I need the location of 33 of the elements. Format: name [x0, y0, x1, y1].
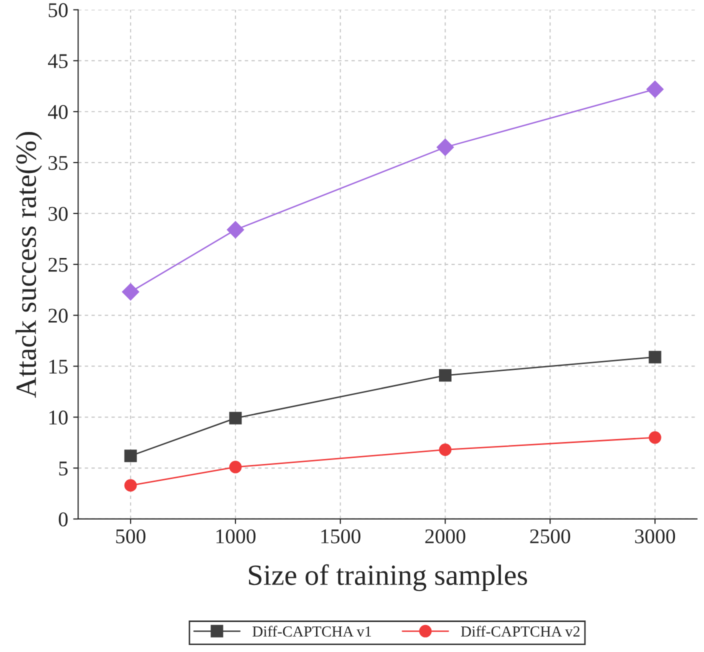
y-tick-label: 10 — [49, 410, 68, 425]
y-tick-label: 0 — [58, 512, 68, 526]
legend-label: Diff-CAPTCHA v1 — [252, 626, 372, 637]
point — [122, 283, 140, 300]
y-tick-label: 45 — [48, 54, 68, 68]
y-tick-label: 5 — [59, 462, 68, 476]
point — [648, 431, 662, 444]
y-tick-label: 40 — [48, 104, 68, 120]
point — [436, 138, 454, 156]
x-tick-label: 1000 — [216, 529, 256, 544]
x-tick-label: 2500 — [530, 529, 570, 544]
y-tick-label: 20 — [48, 308, 68, 323]
x-tick-label: 500 — [116, 529, 146, 544]
point — [229, 412, 242, 424]
x-tick-label: 2000 — [425, 529, 466, 544]
point — [124, 479, 137, 492]
legend-label: Diff-CAPTCHA v2 — [460, 626, 580, 637]
point — [229, 460, 242, 474]
point — [226, 221, 244, 238]
y-tick-label: 35 — [48, 156, 68, 170]
y-tick-label: 25 — [48, 258, 68, 272]
point — [648, 350, 662, 364]
point — [438, 369, 452, 382]
x-tick-label: 1500 — [321, 529, 360, 544]
x-tick-label: 3000 — [635, 529, 676, 544]
point — [438, 443, 452, 456]
y-tick-label: 30 — [48, 206, 68, 221]
y-tick-label: 50 — [48, 3, 68, 18]
y-tick-label: 15 — [49, 360, 68, 374]
point — [124, 450, 137, 462]
y-axis-title: Attack success rate(%) — [16, 132, 42, 398]
point — [646, 80, 664, 98]
x-axis-title: Size of training samples — [248, 564, 528, 592]
